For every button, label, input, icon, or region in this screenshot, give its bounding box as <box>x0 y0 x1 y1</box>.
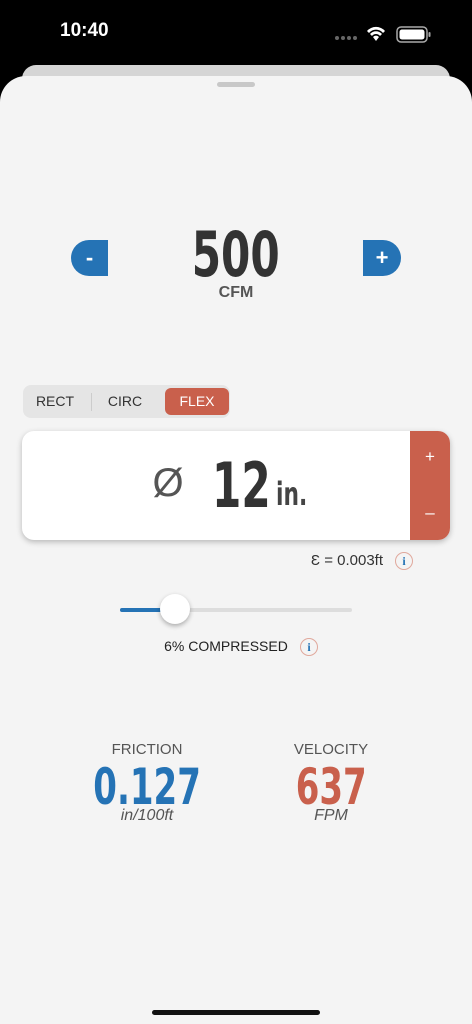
increment-button[interactable]: + <box>363 240 401 276</box>
roughness-label: Ɛ = 0.003ft <box>310 552 383 569</box>
result-value-box: 0.127 <box>47 762 247 812</box>
roughness-info[interactable]: i <box>395 552 413 570</box>
status-icons <box>335 26 431 43</box>
shape-tab[interactable]: FLEX <box>165 388 229 415</box>
slider-fill <box>120 608 175 612</box>
result-unit: FPM <box>314 807 348 824</box>
sheet <box>0 76 472 1024</box>
size-increase[interactable]: + <box>425 447 435 466</box>
flow-value-box: 500 <box>136 224 336 287</box>
shape-tab[interactable]: CIRC <box>107 393 143 409</box>
duct-size: 12 <box>212 449 271 522</box>
shape-tab[interactable]: RECT <box>35 393 75 409</box>
tab-divider <box>91 393 92 411</box>
slider-track <box>120 608 352 612</box>
size-box: 12 <box>212 455 298 518</box>
home-indicator <box>152 1010 320 1015</box>
size-unit-box: in. <box>276 475 322 513</box>
result-label: FRICTION <box>111 741 183 758</box>
size-decrease[interactable]: – <box>425 503 435 522</box>
result-value: 0.127 <box>93 758 201 816</box>
status-time: 10:40 <box>60 20 109 41</box>
slider-knob[interactable] <box>160 594 190 624</box>
duct-card: Ø 12 in. + – <box>22 431 450 540</box>
duct-unit: in. <box>276 475 308 513</box>
shape-tabs: RECT CIRC FLEX <box>23 385 230 418</box>
stepper: + – <box>410 431 450 540</box>
result-value: 637 <box>295 758 367 816</box>
flow-value: 500 <box>191 218 280 291</box>
decrement-button[interactable]: - <box>71 240 108 276</box>
compression-info[interactable]: i <box>300 638 318 656</box>
result-label: VELOCITY <box>293 741 369 758</box>
diameter-symbol: Ø <box>152 461 184 505</box>
drag-handle <box>217 82 255 87</box>
compression-label: 6% COMPRESSED <box>164 638 288 654</box>
result-unit: in/100ft <box>120 807 174 824</box>
flow-unit: CFM <box>218 284 254 301</box>
result-value-box: 637 <box>231 762 431 812</box>
